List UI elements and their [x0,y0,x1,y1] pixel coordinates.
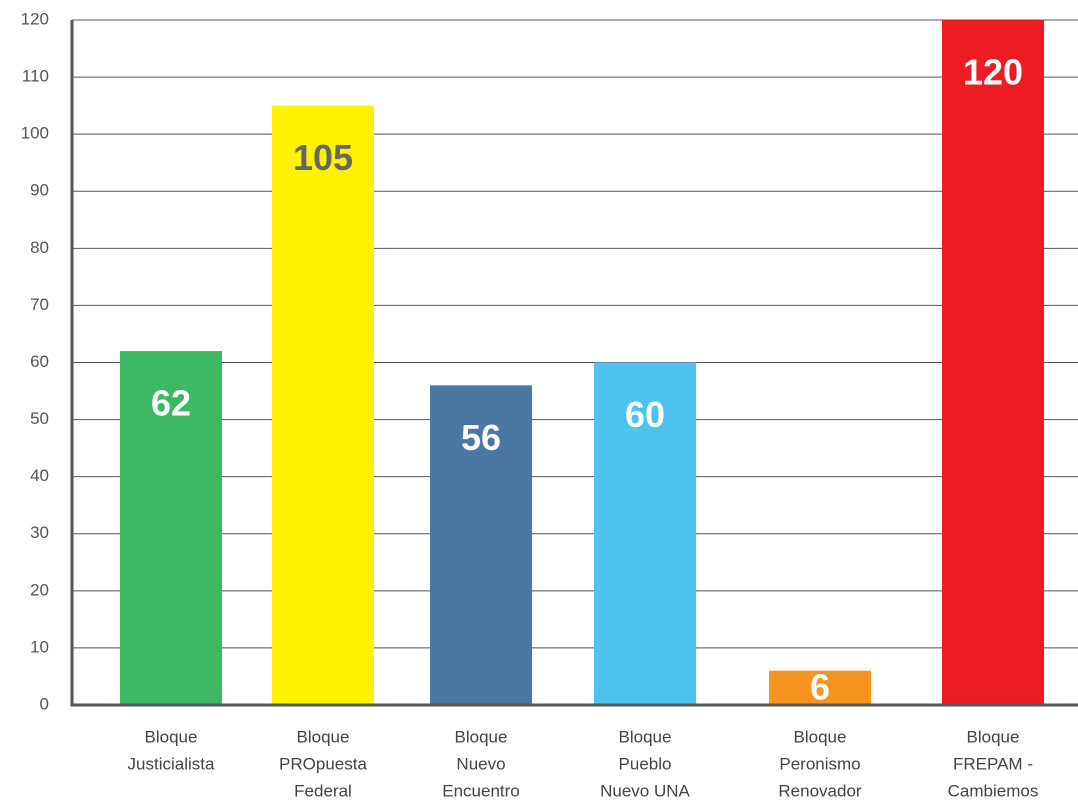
x-tick-label: PROpuesta [279,754,367,773]
x-tick-label: Bloque [619,727,672,746]
y-tick-label: 50 [30,409,49,428]
bar [272,105,374,705]
y-tick-label: 10 [30,637,49,656]
y-tick-label: 20 [30,580,49,599]
y-tick-label: 80 [30,238,49,257]
x-tick-label: Encuentro [442,781,520,800]
y-tick-label: 100 [21,124,49,143]
x-tick-label: Justicialista [128,754,215,773]
x-tick-label: Peronismo [779,754,860,773]
x-tick-label: Nuevo [456,754,505,773]
value-label: 56 [461,417,501,458]
x-tick-label: Bloque [455,727,508,746]
y-tick-label: 120 [21,9,49,28]
y-tick-label: 110 [22,67,49,86]
x-tick-label: Bloque [967,727,1020,746]
y-tick-label: 40 [30,466,49,485]
y-tick-label: 0 [40,694,49,713]
x-tick-label: Pueblo [619,754,672,773]
bar [769,670,871,705]
bar [594,362,696,705]
x-tick-label: Federal [294,781,352,800]
x-tick-label: FREPAM - [953,754,1033,773]
x-tick-label: Bloque [297,727,350,746]
x-tick-label: Bloque [794,727,847,746]
y-tick-label: 60 [30,352,49,371]
value-label: 120 [963,52,1023,93]
x-tick-label: Bloque [145,727,198,746]
x-tick-label: Nuevo UNA [600,781,690,800]
y-tick-label: 70 [30,295,49,314]
bar [430,385,532,705]
y-tick-label: 30 [30,523,49,542]
bar [120,351,222,705]
x-tick-label: Renovador [778,781,862,800]
x-tick-label: Cambiemos [948,781,1039,800]
value-label: 105 [293,137,353,178]
value-label: 6 [810,666,830,707]
y-tick-label: 90 [30,181,49,200]
bar [942,20,1044,705]
value-label: 62 [151,383,191,424]
value-label: 60 [625,394,665,435]
